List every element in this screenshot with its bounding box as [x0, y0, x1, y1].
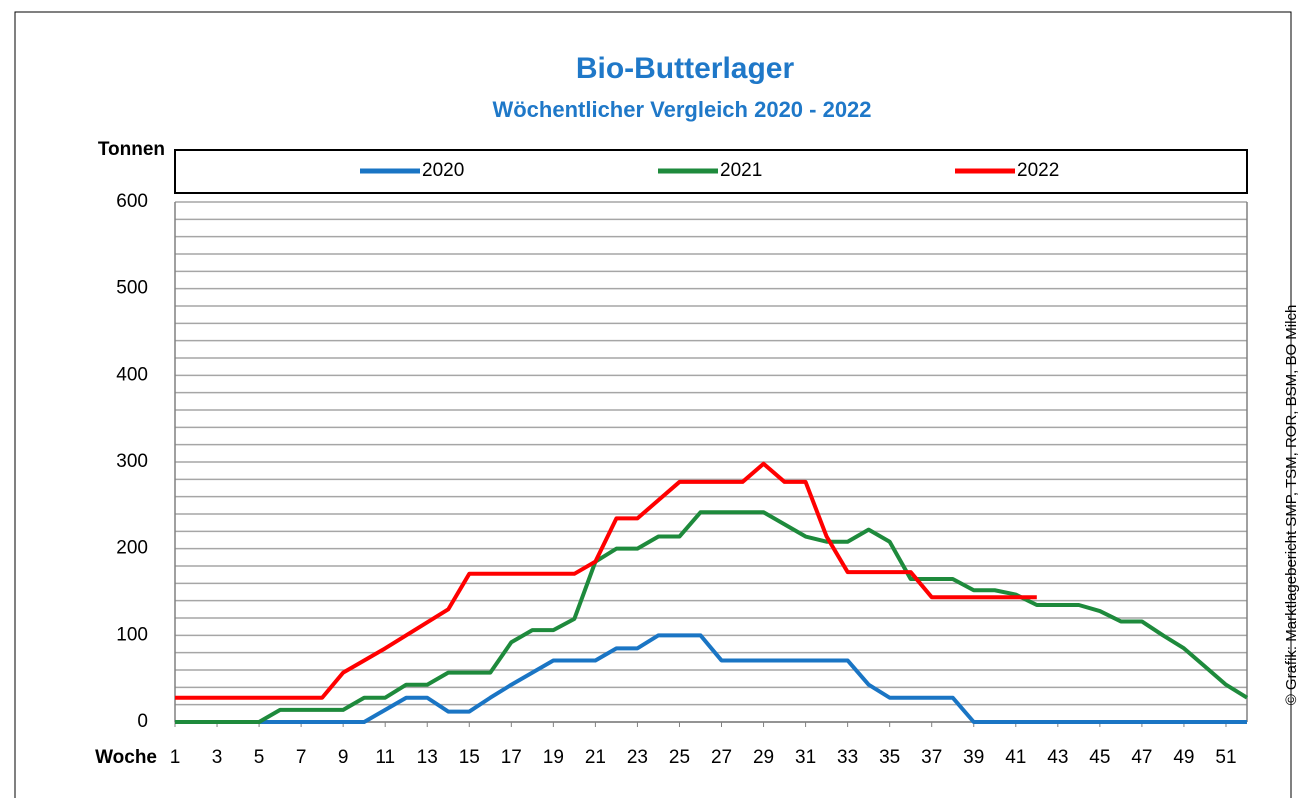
x-tick-label: 17 — [501, 747, 522, 768]
x-tick-label: 41 — [1005, 747, 1026, 768]
x-tick-label: 1 — [170, 747, 181, 768]
x-tick-label: 27 — [711, 747, 732, 768]
x-tick-label: 37 — [921, 747, 942, 768]
x-tick-label: 11 — [375, 747, 395, 768]
legend-label: 2021 — [720, 160, 762, 181]
x-tick-label: 51 — [1215, 747, 1236, 768]
y-tick-label: 300 — [116, 451, 148, 472]
series-line — [175, 633, 1247, 724]
x-tick-label: 7 — [296, 747, 307, 768]
x-tick-label: 35 — [879, 747, 900, 768]
x-tick-label: 47 — [1131, 747, 1152, 768]
series-line — [175, 461, 1037, 700]
y-tick-label: 100 — [116, 624, 148, 645]
chart-subtitle: Wöchentlicher Vergleich 2020 - 2022 — [492, 97, 871, 122]
x-tick-label: 3 — [212, 747, 223, 768]
chart-title: Bio-Butterlager — [576, 52, 795, 85]
x-tick-label: 29 — [753, 747, 774, 768]
x-tick-label: 45 — [1089, 747, 1110, 768]
y-tick-label: 400 — [116, 364, 148, 385]
series-line — [175, 510, 1249, 724]
x-tick-label: 5 — [254, 747, 265, 768]
x-axis-label: Woche — [95, 747, 157, 768]
x-tick-label: 49 — [1173, 747, 1194, 768]
x-tick-label: 15 — [459, 747, 480, 768]
x-tick-label: 9 — [338, 747, 349, 768]
x-tick-label: 31 — [795, 747, 816, 768]
x-tick-label: 19 — [543, 747, 564, 768]
legend-label: 2022 — [1017, 160, 1059, 181]
y-tick-label: 600 — [116, 191, 148, 212]
y-tick-label: 200 — [116, 538, 148, 559]
legend-label: 2020 — [422, 160, 464, 181]
x-tick-label: 21 — [585, 747, 606, 768]
x-tick-label: 13 — [417, 747, 438, 768]
x-tick-label: 23 — [627, 747, 648, 768]
x-tick-label: 39 — [963, 747, 984, 768]
y-axis-label: Tonnen — [98, 139, 165, 160]
source-note: © Grafik: Marktlagebericht SMP, TSM, ROR… — [1283, 305, 1300, 706]
x-tick-label: 43 — [1047, 747, 1068, 768]
x-tick-label: 25 — [669, 747, 690, 768]
y-tick-label: 500 — [116, 278, 148, 299]
y-tick-label: 0 — [137, 711, 148, 732]
x-tick-label: 33 — [837, 747, 858, 768]
